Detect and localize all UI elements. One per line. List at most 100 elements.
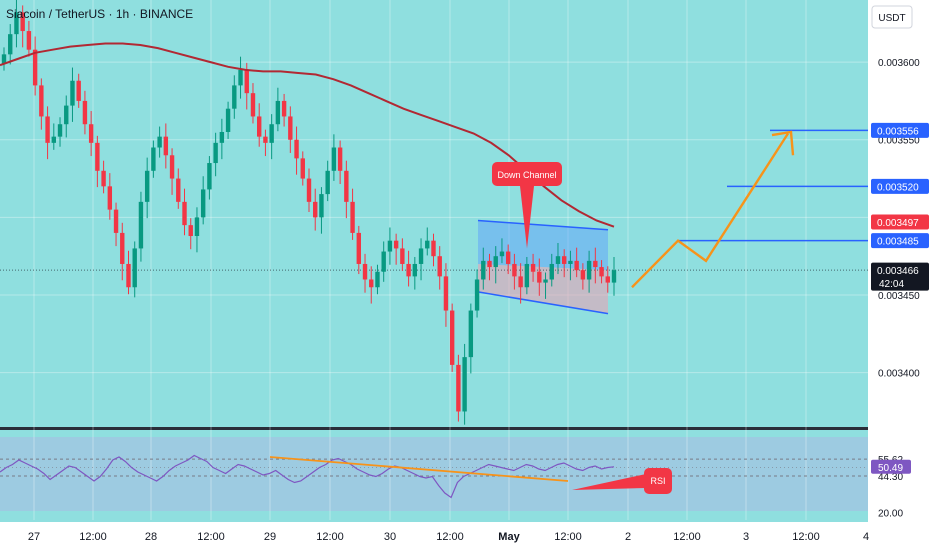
channel-bottom-line[interactable] [477,291,609,315]
candle-body [275,100,281,125]
candle-body [176,178,181,202]
down-channel-callout [492,162,562,186]
candle-body [281,100,287,117]
candle-body [232,85,237,109]
candle-body [313,201,318,218]
callouts: Down Channel RSI [492,162,672,494]
down-channel-label: Down Channel [497,170,556,180]
candle-body [319,194,324,218]
candle-body [375,271,380,288]
candles [1,0,617,425]
projection-line[interactable] [631,132,790,289]
time-axis[interactable]: 27 12:00 28 12:00 29 12:00 30 12:00 May 12:00 2 12:… [28,531,869,543]
candle-body [549,263,554,280]
candle-body [200,189,206,218]
candle-body [138,201,144,249]
price-badge-label: 0.003466 [877,266,919,277]
candle-body [543,279,548,283]
time-tick: 28 [145,531,157,543]
candle-body [288,116,293,140]
candle-body [238,69,243,86]
channel-upper-fill [478,220,608,271]
candle-body [425,240,430,249]
axis-bg [868,0,932,522]
price-badge-label: 0.003556 [877,126,919,137]
candle-body [194,217,200,237]
candle-body [132,248,137,288]
candle-body [456,364,461,412]
candle-body [325,170,330,195]
price-badge-last [871,262,929,291]
price-badge-level [871,122,929,138]
projection-path[interactable] [631,130,795,289]
candle-body [182,201,187,226]
price-badge-label: 0.003497 [877,218,919,229]
rsi-trendline[interactable] [269,456,569,482]
candle-body [462,357,467,412]
time-tick: 30 [384,531,396,543]
candle-body [356,232,361,264]
candle-body [207,163,212,190]
candle-body [537,271,542,283]
rsi-tick: 20.00 [878,509,903,520]
time-tick: 12:00 [316,531,344,543]
candle-body [362,263,368,280]
rsi-tick: 44.30 [878,472,903,483]
price-badge-level [871,178,929,194]
currency-button[interactable] [871,5,913,29]
rsi-current-badge [871,459,911,474]
candle-body [188,225,193,237]
candle-body [369,279,374,288]
candle-body [381,251,386,272]
down-channel[interactable] [477,219,609,315]
projection-arrowhead [771,130,795,156]
candle-body [611,270,617,283]
candle-body [306,178,312,202]
rsi-callout-label: RSI [650,476,665,486]
candle-body [250,93,256,117]
candle-body [555,256,561,264]
candle-body [219,131,225,143]
candle-body [512,263,517,277]
candle-body [593,260,598,268]
candle-body [344,170,349,202]
candle-body [487,260,492,268]
candle-body [412,263,418,277]
horizontal-levels[interactable] [0,129,868,271]
candle-body [163,136,169,156]
time-tick: 4 [863,531,869,543]
time-tick: May [498,531,520,543]
candle-body [157,136,162,148]
candle-body [474,279,480,311]
candle-body [8,34,13,55]
candle-body [580,270,586,280]
time-tick: 12:00 [554,531,582,543]
channel-top-line[interactable] [477,219,609,231]
ma-line [0,42,615,228]
price-badge-label: 0.003485 [877,237,919,248]
candle-body [70,80,75,106]
price-badge-high [871,214,929,230]
rsi-band [0,437,868,511]
candle-body [599,267,604,277]
candle-body [300,158,305,179]
candle-body [88,124,94,143]
candle-body [151,147,156,171]
moving-average [0,42,615,228]
price-axis[interactable]: USDT 0.003600 0.003400 0.003550 0.003450 0.00… [871,5,929,520]
candle-body [107,186,113,210]
candle-body [45,116,50,143]
candle-body [294,139,299,159]
time-tick: 29 [264,531,276,543]
candle-body [169,155,175,179]
candle-body [95,142,100,171]
candle-body [51,136,56,143]
candle-body [431,240,436,257]
candle-body [113,209,119,233]
currency-label: USDT [878,13,905,24]
candle-body [400,248,405,264]
price-tick-partial: 0.003450 [878,291,920,302]
candle-body [574,260,579,271]
